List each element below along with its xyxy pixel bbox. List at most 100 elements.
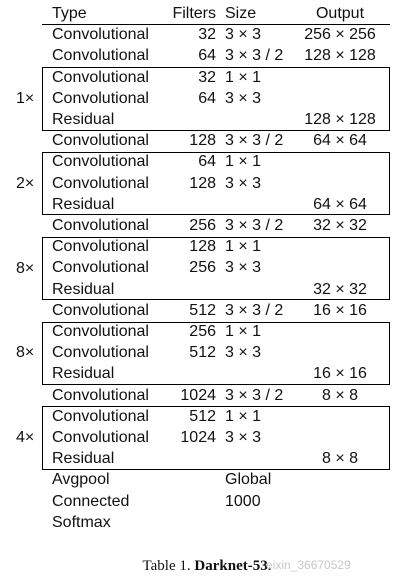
- output-cell: [296, 512, 384, 533]
- layer-type-cell: Convolutional: [52, 344, 149, 362]
- header-filters: Filters: [172, 5, 216, 22]
- header-output: Output: [315, 5, 365, 22]
- output-cell: 32 × 32: [313, 217, 367, 234]
- layer-type-cell: Convolutional: [52, 26, 149, 44]
- filters-cell: 128: [189, 174, 216, 192]
- output-cell: [296, 469, 384, 490]
- table-row: Convolutional 1024 3 × 3: [0, 427, 414, 448]
- output-cell: 32 × 32: [313, 280, 367, 298]
- table-row: Convolutional 64 3 × 3: [0, 88, 414, 109]
- filters-cell: 256: [189, 259, 216, 277]
- filters-cell: 512: [189, 301, 216, 319]
- residual-block-box: [42, 67, 390, 131]
- table-row: Residual 64 × 64: [0, 194, 414, 215]
- layer-type-cell: Convolutional: [52, 407, 149, 425]
- layer-type-cell: Convolutional: [52, 153, 149, 171]
- table-row: Residual 16 × 16: [0, 363, 414, 384]
- table-row: Residual 8 × 8: [0, 448, 414, 469]
- table-row: Convolutional 1024 3 × 3 / 2 8 × 8: [0, 385, 414, 406]
- layer-type-cell: Convolutional: [52, 323, 149, 340]
- residual-block-box: [42, 406, 390, 470]
- table-row: Convolutional 128 3 × 3: [0, 173, 414, 194]
- size-cell: Global: [225, 471, 272, 489]
- layer-type-cell: Convolutional: [52, 217, 149, 234]
- caption-title: Darknet-53.: [194, 558, 272, 574]
- table-row: Convolutional 64 1 × 1: [0, 151, 414, 172]
- filters-cell: 32: [198, 26, 216, 44]
- table-row: Convolutional 128 3 × 3 / 2 64 × 64: [0, 130, 414, 151]
- layer-type-cell: Convolutional: [52, 89, 149, 107]
- table-caption: Table 1. Darknet-53.: [0, 558, 414, 575]
- filters-cell: 256: [189, 217, 216, 234]
- darknet-53-table: Type Filters Size Output Convolutional 32…: [0, 3, 414, 533]
- size-cell: 1 × 1: [225, 153, 262, 171]
- filters-cell: 1024: [180, 386, 216, 404]
- layer-type-cell: Residual: [52, 280, 115, 298]
- block-multiplier: 8×: [16, 259, 35, 277]
- block-multiplier: 4×: [16, 429, 35, 447]
- residual-block-box: [42, 236, 390, 301]
- residual-block-box: [42, 151, 390, 216]
- filters-cell: 64: [198, 47, 216, 65]
- header-size: Size: [225, 5, 257, 22]
- table-row: Convolutional 256 1 × 1: [0, 321, 414, 342]
- size-cell: 1 × 1: [225, 407, 262, 425]
- filters-cell: 1024: [180, 429, 216, 446]
- layer-type-cell: Avgpool: [52, 471, 110, 489]
- filters-cell: 64: [198, 89, 216, 107]
- size-cell: 1 × 1: [225, 238, 262, 256]
- table-row: Avgpool Global: [0, 469, 414, 490]
- size-cell: 3 × 3: [225, 429, 262, 446]
- filters-cell: [164, 491, 216, 512]
- output-cell: 16 × 16: [313, 365, 367, 383]
- layer-type-cell: Convolutional: [52, 386, 149, 404]
- size-cell: 3 × 3 / 2: [225, 217, 284, 234]
- residual-block-box: [42, 321, 390, 386]
- size-cell: 1 × 1: [225, 323, 262, 340]
- layer-type-cell: Convolutional: [52, 301, 149, 319]
- size-cell: 3 × 3: [225, 174, 262, 192]
- size-cell: 3 × 3: [225, 26, 262, 44]
- layer-type-cell: Residual: [52, 195, 115, 213]
- header-type: Type: [52, 5, 87, 22]
- layer-type-cell: Softmax: [52, 513, 111, 531]
- layer-type-cell: Convolutional: [52, 68, 149, 86]
- layer-type-cell: Residual: [52, 450, 115, 468]
- layer-type-cell: Residual: [52, 111, 115, 128]
- table-row: Convolutional 256 3 × 3 / 2 32 × 32: [0, 215, 414, 236]
- size-cell: 3 × 3 / 2: [225, 301, 284, 319]
- size-cell: 3 × 3: [225, 259, 262, 277]
- watermark-text: eixin_36670529: [266, 558, 351, 572]
- table-row: Convolutional 32 3 × 3 256 × 256: [0, 24, 414, 45]
- layer-type-cell: Convolutional: [52, 174, 149, 192]
- table-row: Convolutional 64 3 × 3 / 2 128 × 128: [0, 45, 414, 66]
- filters-cell: 512: [189, 407, 216, 425]
- header-rule: [42, 24, 390, 26]
- output-cell: 64 × 64: [313, 132, 367, 150]
- output-cell: 16 × 16: [313, 301, 367, 319]
- size-cell: 3 × 3: [225, 89, 262, 107]
- block-multiplier: 1×: [16, 89, 35, 107]
- table-row: Convolutional 32 1 × 1: [0, 67, 414, 88]
- layer-type-cell: Convolutional: [52, 259, 149, 277]
- output-cell: 256 × 256: [304, 26, 376, 44]
- layer-type-cell: Convolutional: [52, 238, 149, 256]
- layer-type-cell: Convolutional: [52, 47, 149, 65]
- table-header-row: Type Filters Size Output: [0, 3, 414, 24]
- layer-type-cell: Convolutional: [52, 429, 149, 446]
- filters-cell: 32: [198, 68, 216, 86]
- table-row: Convolutional 512 1 × 1: [0, 406, 414, 427]
- size-cell: 3 × 3 / 2: [225, 132, 284, 150]
- filters-cell: 512: [189, 344, 216, 362]
- layer-type-cell: Convolutional: [52, 132, 149, 150]
- table-row: Convolutional 512 3 × 3 / 2 16 × 16: [0, 300, 414, 321]
- table-row: Softmax: [0, 512, 414, 533]
- layer-type-cell: Connected: [52, 492, 130, 510]
- filters-cell: 256: [189, 323, 216, 340]
- output-cell: 64 × 64: [313, 195, 367, 213]
- caption-prefix: Table 1.: [142, 558, 195, 574]
- block-multiplier: 2×: [16, 174, 35, 192]
- block-multiplier: 8×: [16, 344, 35, 362]
- output-cell: 8 × 8: [321, 386, 359, 404]
- filters-cell: [164, 469, 216, 490]
